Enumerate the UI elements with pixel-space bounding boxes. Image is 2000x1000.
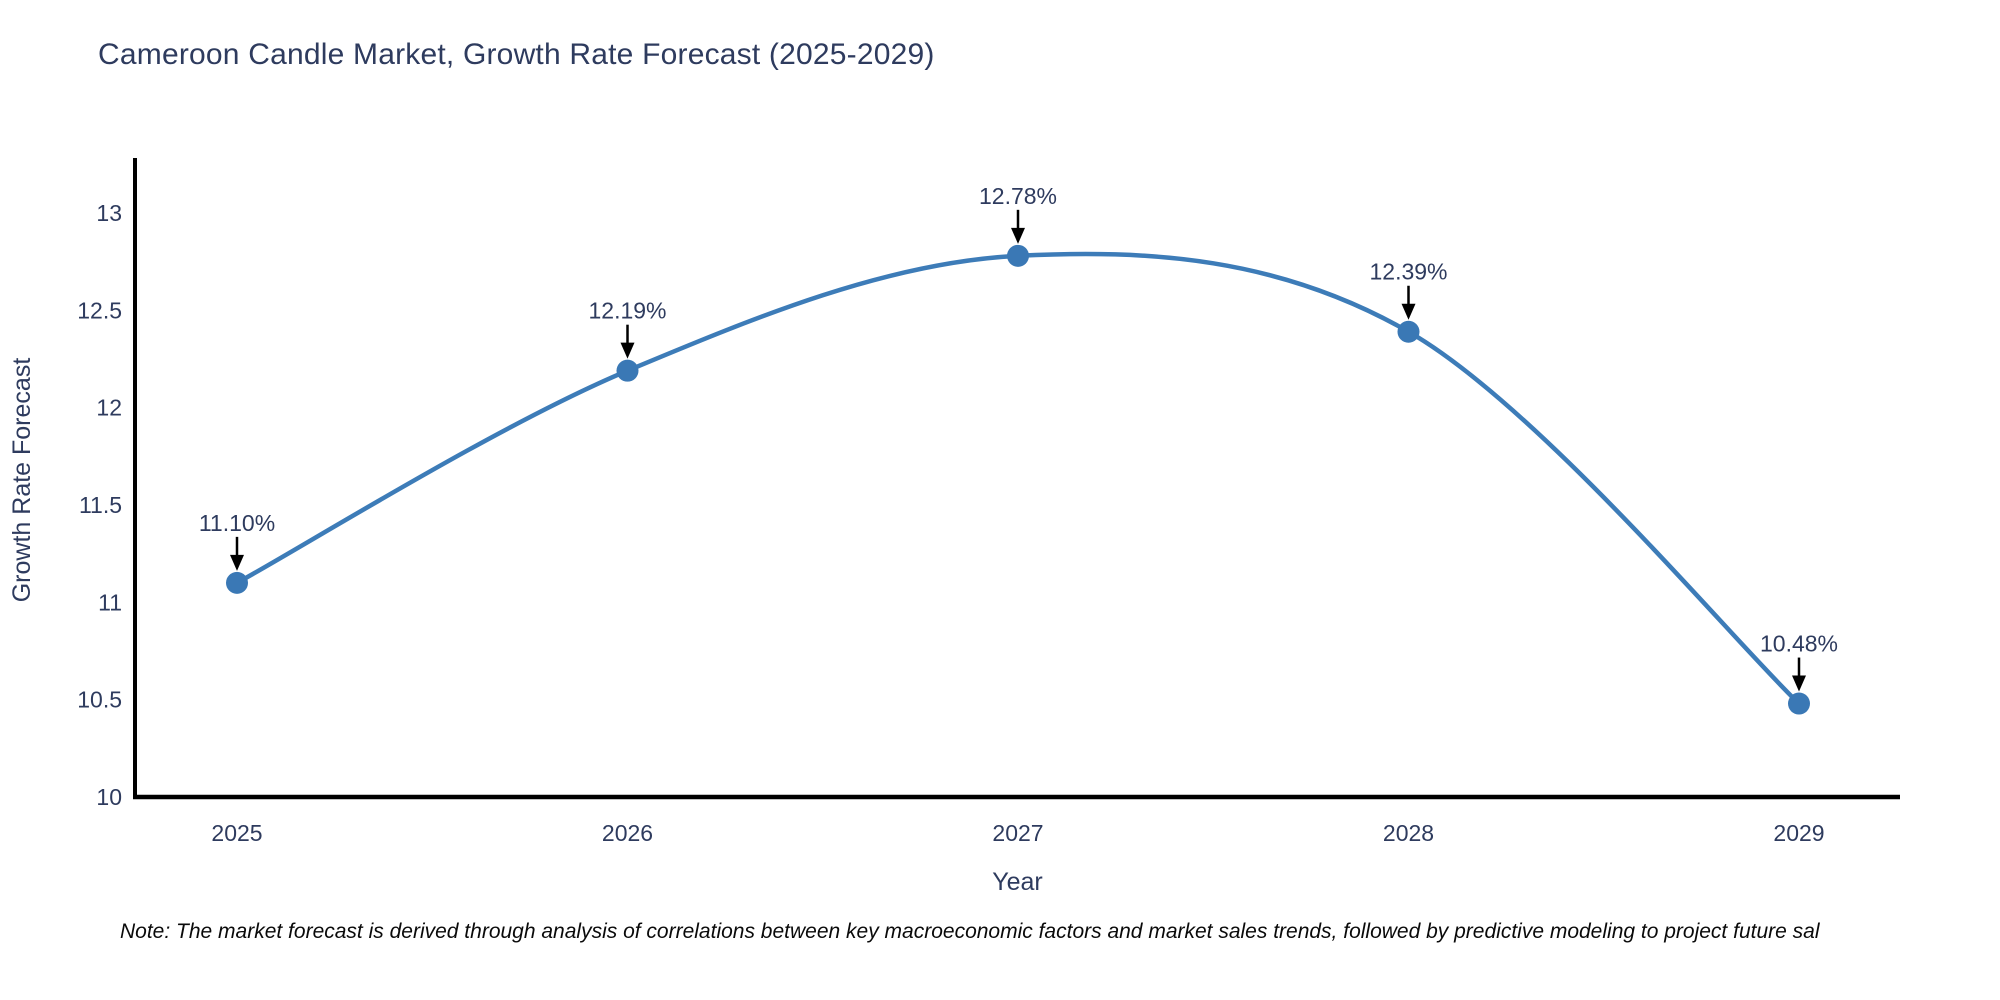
x-tick-label: 2026 <box>602 820 653 846</box>
point-value-label: 12.39% <box>1369 259 1447 285</box>
y-tick-label: 12 <box>96 395 122 421</box>
footnote: Note: The market forecast is derived thr… <box>120 920 1820 943</box>
annotation-arrow-head <box>230 554 244 571</box>
data-point-marker <box>1397 320 1420 343</box>
data-point-marker <box>616 359 639 382</box>
y-tick-label: 10.5 <box>77 687 122 713</box>
point-value-label: 10.48% <box>1760 631 1838 657</box>
point-value-label: 12.78% <box>979 183 1057 209</box>
chart-title: Cameroon Candle Market, Growth Rate Fore… <box>98 38 935 71</box>
y-tick-label: 10 <box>96 784 122 810</box>
annotation-arrow-head <box>1011 227 1025 244</box>
y-tick-label: 13 <box>96 200 122 226</box>
annotation-arrow-head <box>1401 303 1416 320</box>
data-point-marker <box>1007 244 1029 267</box>
annotation-arrow-head <box>620 342 635 359</box>
point-value-label: 12.19% <box>588 298 666 324</box>
annotation-arrow-head <box>1792 675 1806 692</box>
y-tick-label: 11 <box>98 589 122 615</box>
x-tick-label: 2029 <box>1773 820 1824 846</box>
y-tick-label: 11.5 <box>79 492 122 518</box>
forecast-line <box>234 251 1802 706</box>
point-value-label: 11.10% <box>199 510 275 536</box>
y-tick-label: 12.5 <box>77 297 122 323</box>
x-axis-title: Year <box>992 868 1043 896</box>
y-axis-title: Growth Rate Forecast <box>8 358 36 603</box>
data-point-marker <box>226 571 248 594</box>
x-tick-label: 2027 <box>992 820 1043 846</box>
x-tick-label: 2028 <box>1383 820 1434 846</box>
data-point-marker <box>1788 692 1810 715</box>
x-tick-label: 2025 <box>211 820 262 846</box>
